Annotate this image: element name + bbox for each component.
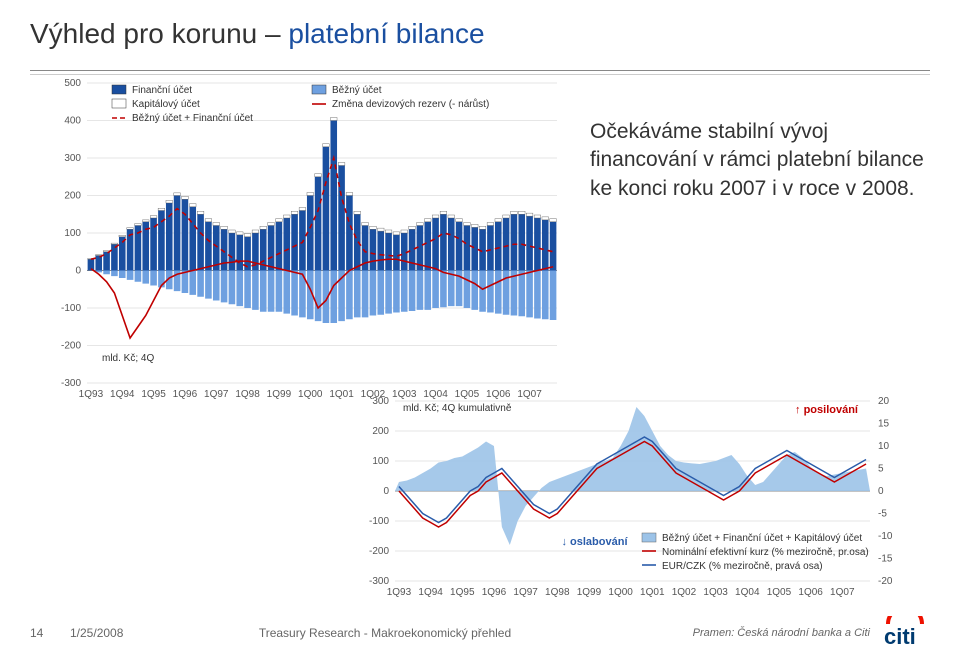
svg-text:1Q04: 1Q04 [735, 587, 760, 598]
svg-text:15: 15 [878, 419, 890, 430]
svg-text:1Q98: 1Q98 [545, 587, 570, 598]
divider-1 [30, 70, 930, 71]
svg-text:EUR/CZK (% meziročně, pravá os: EUR/CZK (% meziročně, pravá osa) [662, 561, 823, 572]
svg-text:-5: -5 [878, 509, 887, 520]
svg-text:300: 300 [372, 396, 389, 407]
svg-text:Kapitálový účet: Kapitálový účet [132, 99, 200, 110]
svg-text:5: 5 [878, 464, 884, 475]
svg-text:100: 100 [64, 228, 81, 239]
svg-text:0: 0 [878, 486, 884, 497]
svg-text:1Q02: 1Q02 [672, 587, 697, 598]
svg-text:-300: -300 [369, 576, 389, 587]
svg-text:citi: citi [884, 624, 916, 646]
svg-text:100: 100 [372, 456, 389, 467]
svg-text:1Q01: 1Q01 [640, 587, 665, 598]
chart-balance-of-payments: -300 -200 -100 0 100 200 300 400 500 1Q93 1Q94 1Q95… [42, 75, 567, 415]
citi-logo: citi [870, 616, 930, 649]
svg-text:-10: -10 [878, 531, 893, 542]
svg-text:-100: -100 [369, 516, 389, 527]
svg-text:-300: -300 [61, 378, 81, 389]
svg-text:1Q05: 1Q05 [767, 587, 792, 598]
svg-text:20: 20 [878, 396, 890, 407]
svg-text:1Q93: 1Q93 [387, 587, 412, 598]
svg-text:1Q93: 1Q93 [79, 389, 104, 400]
svg-text:Běžný účet + Finanční účet: Běžný účet + Finanční účet [132, 113, 253, 124]
footer-source: Pramen: Česká národní banka a Citi [600, 627, 870, 639]
svg-text:1Q97: 1Q97 [204, 389, 229, 400]
svg-text:-200: -200 [369, 546, 389, 557]
svg-text:↑ posilování: ↑ posilování [795, 404, 859, 416]
svg-text:↓ oslabování: ↓ oslabování [561, 536, 628, 548]
chart-cumulative-bop: -300 -200 -100 0 100 200 300 -20 -15 -10 -5 0 5 10 15 2… [350, 395, 915, 610]
svg-text:1Q99: 1Q99 [267, 389, 292, 400]
svg-text:400: 400 [64, 116, 81, 127]
svg-text:1Q96: 1Q96 [482, 587, 507, 598]
svg-text:-200: -200 [61, 341, 81, 352]
svg-text:1Q07: 1Q07 [830, 587, 855, 598]
svg-text:1Q00: 1Q00 [298, 389, 323, 400]
svg-text:-20: -20 [878, 576, 893, 587]
footer: 14 1/25/2008 Treasury Research - Makroek… [30, 616, 930, 649]
svg-text:1Q96: 1Q96 [173, 389, 198, 400]
svg-text:Nominální efektivní kurz (% me: Nominální efektivní kurz (% meziročně, p… [662, 547, 869, 558]
svg-text:Běžný účet + Finanční účet + K: Běžný účet + Finanční účet + Kapitálový … [662, 533, 862, 544]
svg-text:1Q00: 1Q00 [608, 587, 633, 598]
page-title: Výhled pro korunu – platební bilance [30, 18, 930, 50]
svg-text:1Q03: 1Q03 [703, 587, 728, 598]
svg-text:300: 300 [64, 153, 81, 164]
footer-title: Treasury Research - Makroekonomický přeh… [170, 626, 600, 640]
svg-text:10: 10 [878, 441, 890, 452]
svg-text:0: 0 [75, 266, 81, 277]
svg-text:Běžný účet: Běžný účet [332, 85, 382, 96]
svg-text:-100: -100 [61, 303, 81, 314]
svg-text:1Q98: 1Q98 [235, 389, 260, 400]
svg-text:1Q94: 1Q94 [418, 587, 443, 598]
svg-text:mld. Kč; 4Q kumulativně: mld. Kč; 4Q kumulativně [403, 403, 512, 414]
svg-text:1Q97: 1Q97 [513, 587, 538, 598]
svg-text:-15: -15 [878, 554, 893, 565]
svg-text:Změna devizových rezerv (- nár: Změna devizových rezerv (- nárůst) [332, 98, 489, 110]
title-accent: platební bilance [288, 18, 484, 49]
svg-text:200: 200 [64, 191, 81, 202]
svg-text:Finanční účet: Finanční účet [132, 85, 192, 96]
svg-text:mld. Kč; 4Q: mld. Kč; 4Q [102, 353, 154, 364]
svg-text:200: 200 [372, 426, 389, 437]
svg-text:1Q95: 1Q95 [141, 389, 166, 400]
title-prefix: Výhled pro korunu – [30, 18, 288, 49]
footer-date: 1/25/2008 [70, 626, 170, 640]
page-number: 14 [30, 626, 70, 640]
svg-text:500: 500 [64, 78, 81, 89]
svg-text:1Q06: 1Q06 [798, 587, 823, 598]
svg-text:1Q99: 1Q99 [577, 587, 602, 598]
svg-text:0: 0 [383, 486, 389, 497]
svg-text:1Q94: 1Q94 [110, 389, 135, 400]
description-text: Očekáváme stabilní vývoj financování v r… [590, 118, 930, 203]
svg-text:1Q95: 1Q95 [450, 587, 475, 598]
